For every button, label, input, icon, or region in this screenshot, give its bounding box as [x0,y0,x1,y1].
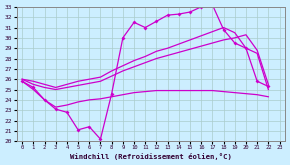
X-axis label: Windchill (Refroidissement éolien,°C): Windchill (Refroidissement éolien,°C) [70,153,232,160]
